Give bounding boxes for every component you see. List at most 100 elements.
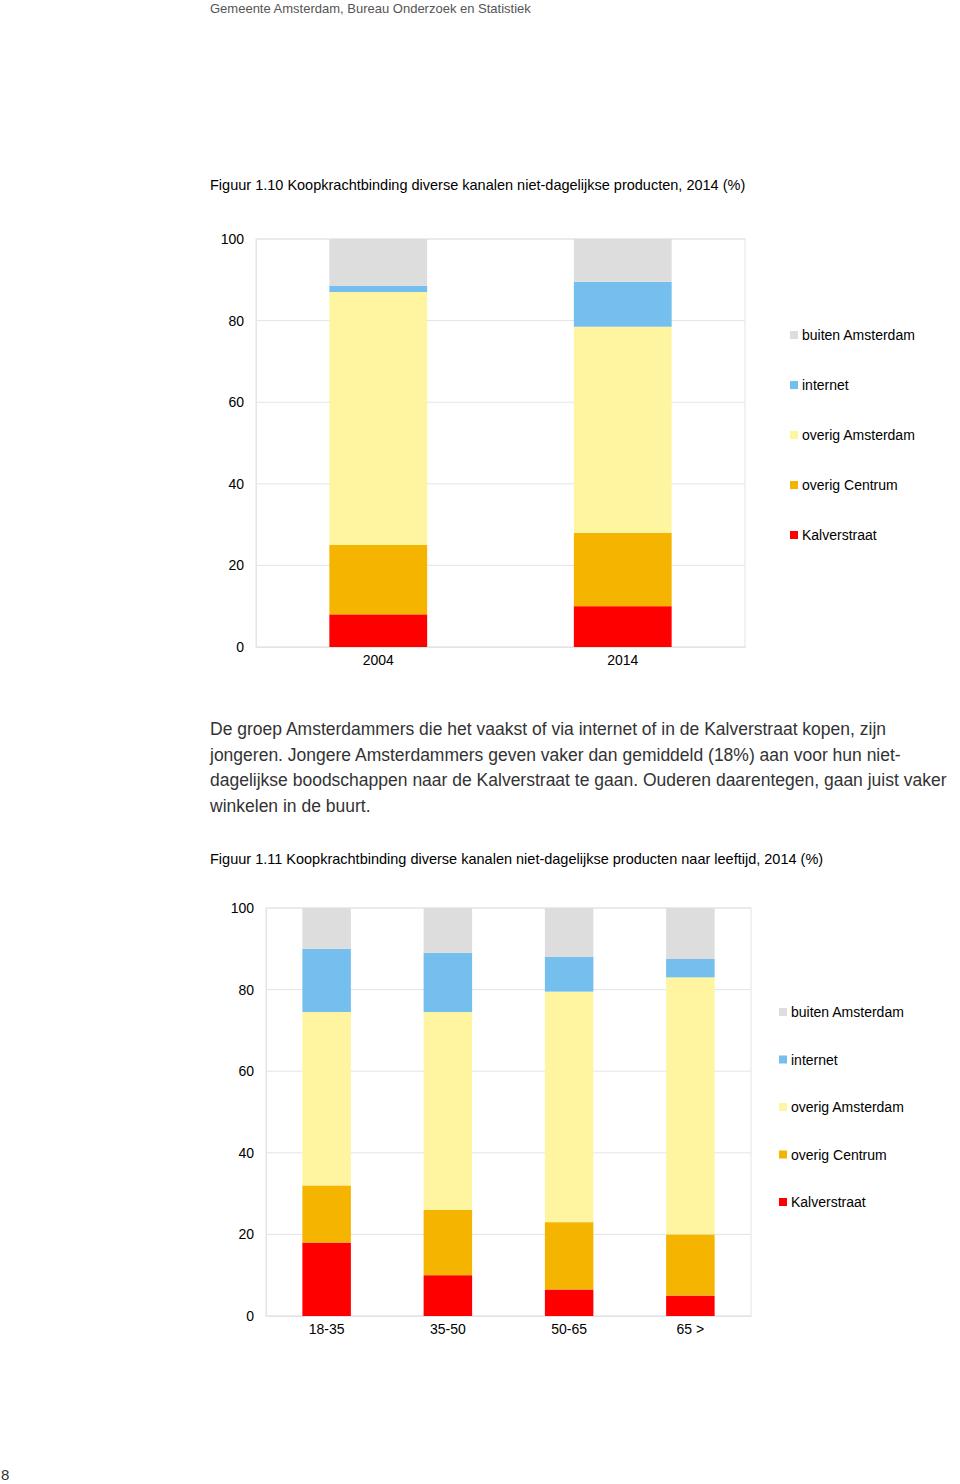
legend-item: overig Centrum (779, 1147, 887, 1163)
page: Gemeente Amsterdam, Bureau Onderzoek en … (0, 0, 960, 1484)
legend-swatch (779, 1103, 787, 1111)
tick: 35-50 (430, 1316, 466, 1337)
bar-segment (424, 1012, 473, 1210)
bar-segment (329, 239, 427, 286)
bar-segment (574, 533, 672, 606)
legend-swatch (779, 1056, 787, 1064)
tick-label: 80 (228, 313, 244, 329)
bar-segment (329, 614, 427, 647)
legend-label: overig Centrum (791, 1147, 887, 1163)
y-axis: 0 20 40 60 80 100 (221, 231, 257, 655)
tick-label: 2004 (363, 652, 394, 668)
axis-line (266, 909, 267, 1317)
tick-label: 80 (238, 982, 254, 998)
tick-label: 40 (238, 1145, 254, 1161)
plot-frame (266, 908, 751, 1316)
bar-segment (666, 959, 715, 977)
legend-item: buiten Amsterdam (790, 327, 915, 343)
bar-segment (329, 286, 427, 292)
axis-line (257, 647, 746, 648)
legend: Kalverstraat overig Centrum overig Amsterd… (779, 1004, 904, 1210)
bar-segment (302, 1185, 351, 1242)
bar-segment (574, 606, 672, 647)
tick: 0 (246, 1308, 266, 1324)
page-header: Gemeente Amsterdam, Bureau Onderzoek en … (210, 1, 531, 16)
bar-segment (424, 953, 473, 1012)
bars (302, 908, 714, 1316)
legend-label: Kalverstraat (791, 1194, 866, 1210)
tick: 40 (238, 1145, 266, 1161)
legend: Kalverstraat overig Centrum overig Amsterd… (790, 327, 915, 543)
tick: 18-35 (309, 1316, 345, 1337)
y-axis: 0 20 40 60 80 100 (231, 900, 267, 1324)
bar-segment (545, 957, 594, 992)
bar-segment (666, 1234, 715, 1295)
tick: 2004 (363, 647, 394, 668)
x-axis: 2004 2014 (257, 647, 746, 668)
bar-segment (424, 1275, 473, 1316)
tick: 60 (238, 1063, 266, 1079)
tick: 80 (238, 982, 266, 998)
legend-swatch (790, 531, 798, 539)
legend-item: internet (790, 377, 849, 393)
tick-label: 100 (231, 900, 255, 916)
legend-swatch (790, 381, 798, 389)
legend-label: Kalverstraat (802, 527, 877, 543)
tick: 20 (238, 1226, 266, 1242)
plot-frame (256, 239, 745, 647)
tick-label: 50-65 (551, 1321, 587, 1337)
legend-item: overig Centrum (790, 477, 898, 493)
tick: 65 > (677, 1316, 705, 1337)
bar-segment (329, 292, 427, 545)
tick-label: 65 > (677, 1321, 705, 1337)
legend-label: internet (802, 377, 849, 393)
bars (329, 239, 671, 647)
grid (266, 908, 751, 1316)
tick: 20 (228, 557, 256, 573)
tick-label: 0 (236, 639, 244, 655)
axis-line (267, 1316, 752, 1317)
bar-segment (545, 908, 594, 957)
legend-item: overig Amsterdam (790, 427, 915, 443)
legend-label: buiten Amsterdam (791, 1004, 904, 1020)
body-text: De groep Amsterdammers die het vaakst of… (210, 717, 960, 819)
bar-segment (424, 908, 473, 953)
tick: 0 (236, 639, 256, 655)
tick: 100 (221, 231, 256, 247)
legend-swatch (779, 1151, 787, 1159)
tick-label: 20 (228, 557, 244, 573)
legend-item: Kalverstraat (790, 527, 877, 543)
legend-item: overig Amsterdam (779, 1099, 904, 1115)
bar-segment (545, 1222, 594, 1289)
legend-label: overig Centrum (802, 477, 898, 493)
legend-label: buiten Amsterdam (802, 327, 915, 343)
tick-label: 60 (228, 394, 244, 410)
tick-label: 20 (238, 1226, 254, 1242)
legend-swatch (779, 1198, 787, 1206)
bar-segment (424, 1210, 473, 1275)
bar-segment (302, 1243, 351, 1316)
tick: 80 (228, 313, 256, 329)
legend-label: internet (791, 1052, 838, 1068)
bar-segment (329, 545, 427, 614)
tick-label: 35-50 (430, 1321, 466, 1337)
tick-label: 0 (246, 1308, 254, 1324)
legend-item: buiten Amsterdam (779, 1004, 904, 1020)
page-number: 8 (1, 1466, 9, 1483)
bar-segment (302, 1012, 351, 1185)
tick: 100 (231, 900, 266, 916)
bar-segment (574, 239, 672, 282)
legend-swatch (790, 481, 798, 489)
tick-label: 18-35 (309, 1321, 345, 1337)
chart: Figuur 1.11 Koopkrachtbinding diverse ka… (210, 851, 904, 1337)
chart-title: Figuur 1.11 Koopkrachtbinding diverse ka… (210, 851, 823, 867)
tick: 40 (228, 476, 256, 492)
legend-swatch (779, 1008, 787, 1016)
legend-item: Kalverstraat (779, 1194, 866, 1210)
bar-segment (666, 908, 715, 959)
grid (256, 239, 745, 647)
bar-segment (574, 282, 672, 327)
legend-swatch (790, 431, 798, 439)
tick-label: 2014 (607, 652, 638, 668)
tick-label: 40 (228, 476, 244, 492)
